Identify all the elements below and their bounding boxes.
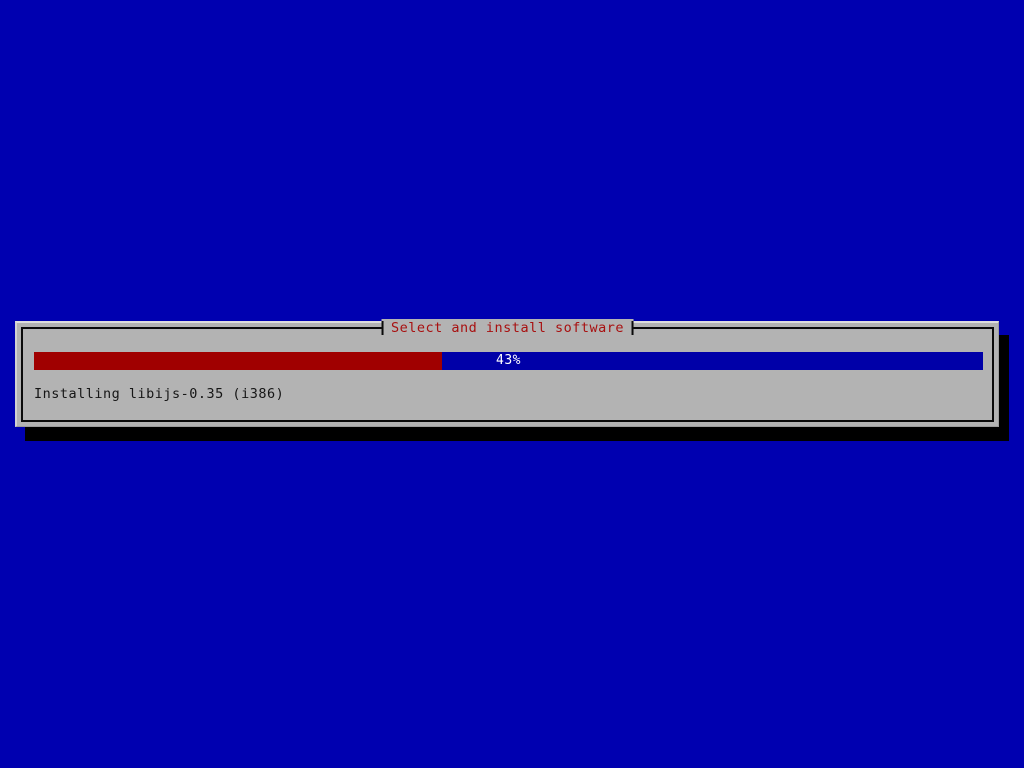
progress-dialog: Select and install software 43% Installi…: [15, 319, 999, 427]
progress-fill: [34, 352, 443, 370]
dialog-title-text: Select and install software: [391, 320, 624, 336]
progress-bar: 43%: [34, 352, 983, 370]
dialog-border: Select and install software 43% Installi…: [21, 319, 994, 422]
title-right-tick: [631, 321, 634, 335]
progress-percentage: 43%: [496, 353, 521, 368]
dialog-title: Select and install software: [381, 319, 634, 337]
status-text: Installing libijs-0.35 (i386): [34, 386, 285, 402]
title-left-tick: [381, 321, 384, 335]
